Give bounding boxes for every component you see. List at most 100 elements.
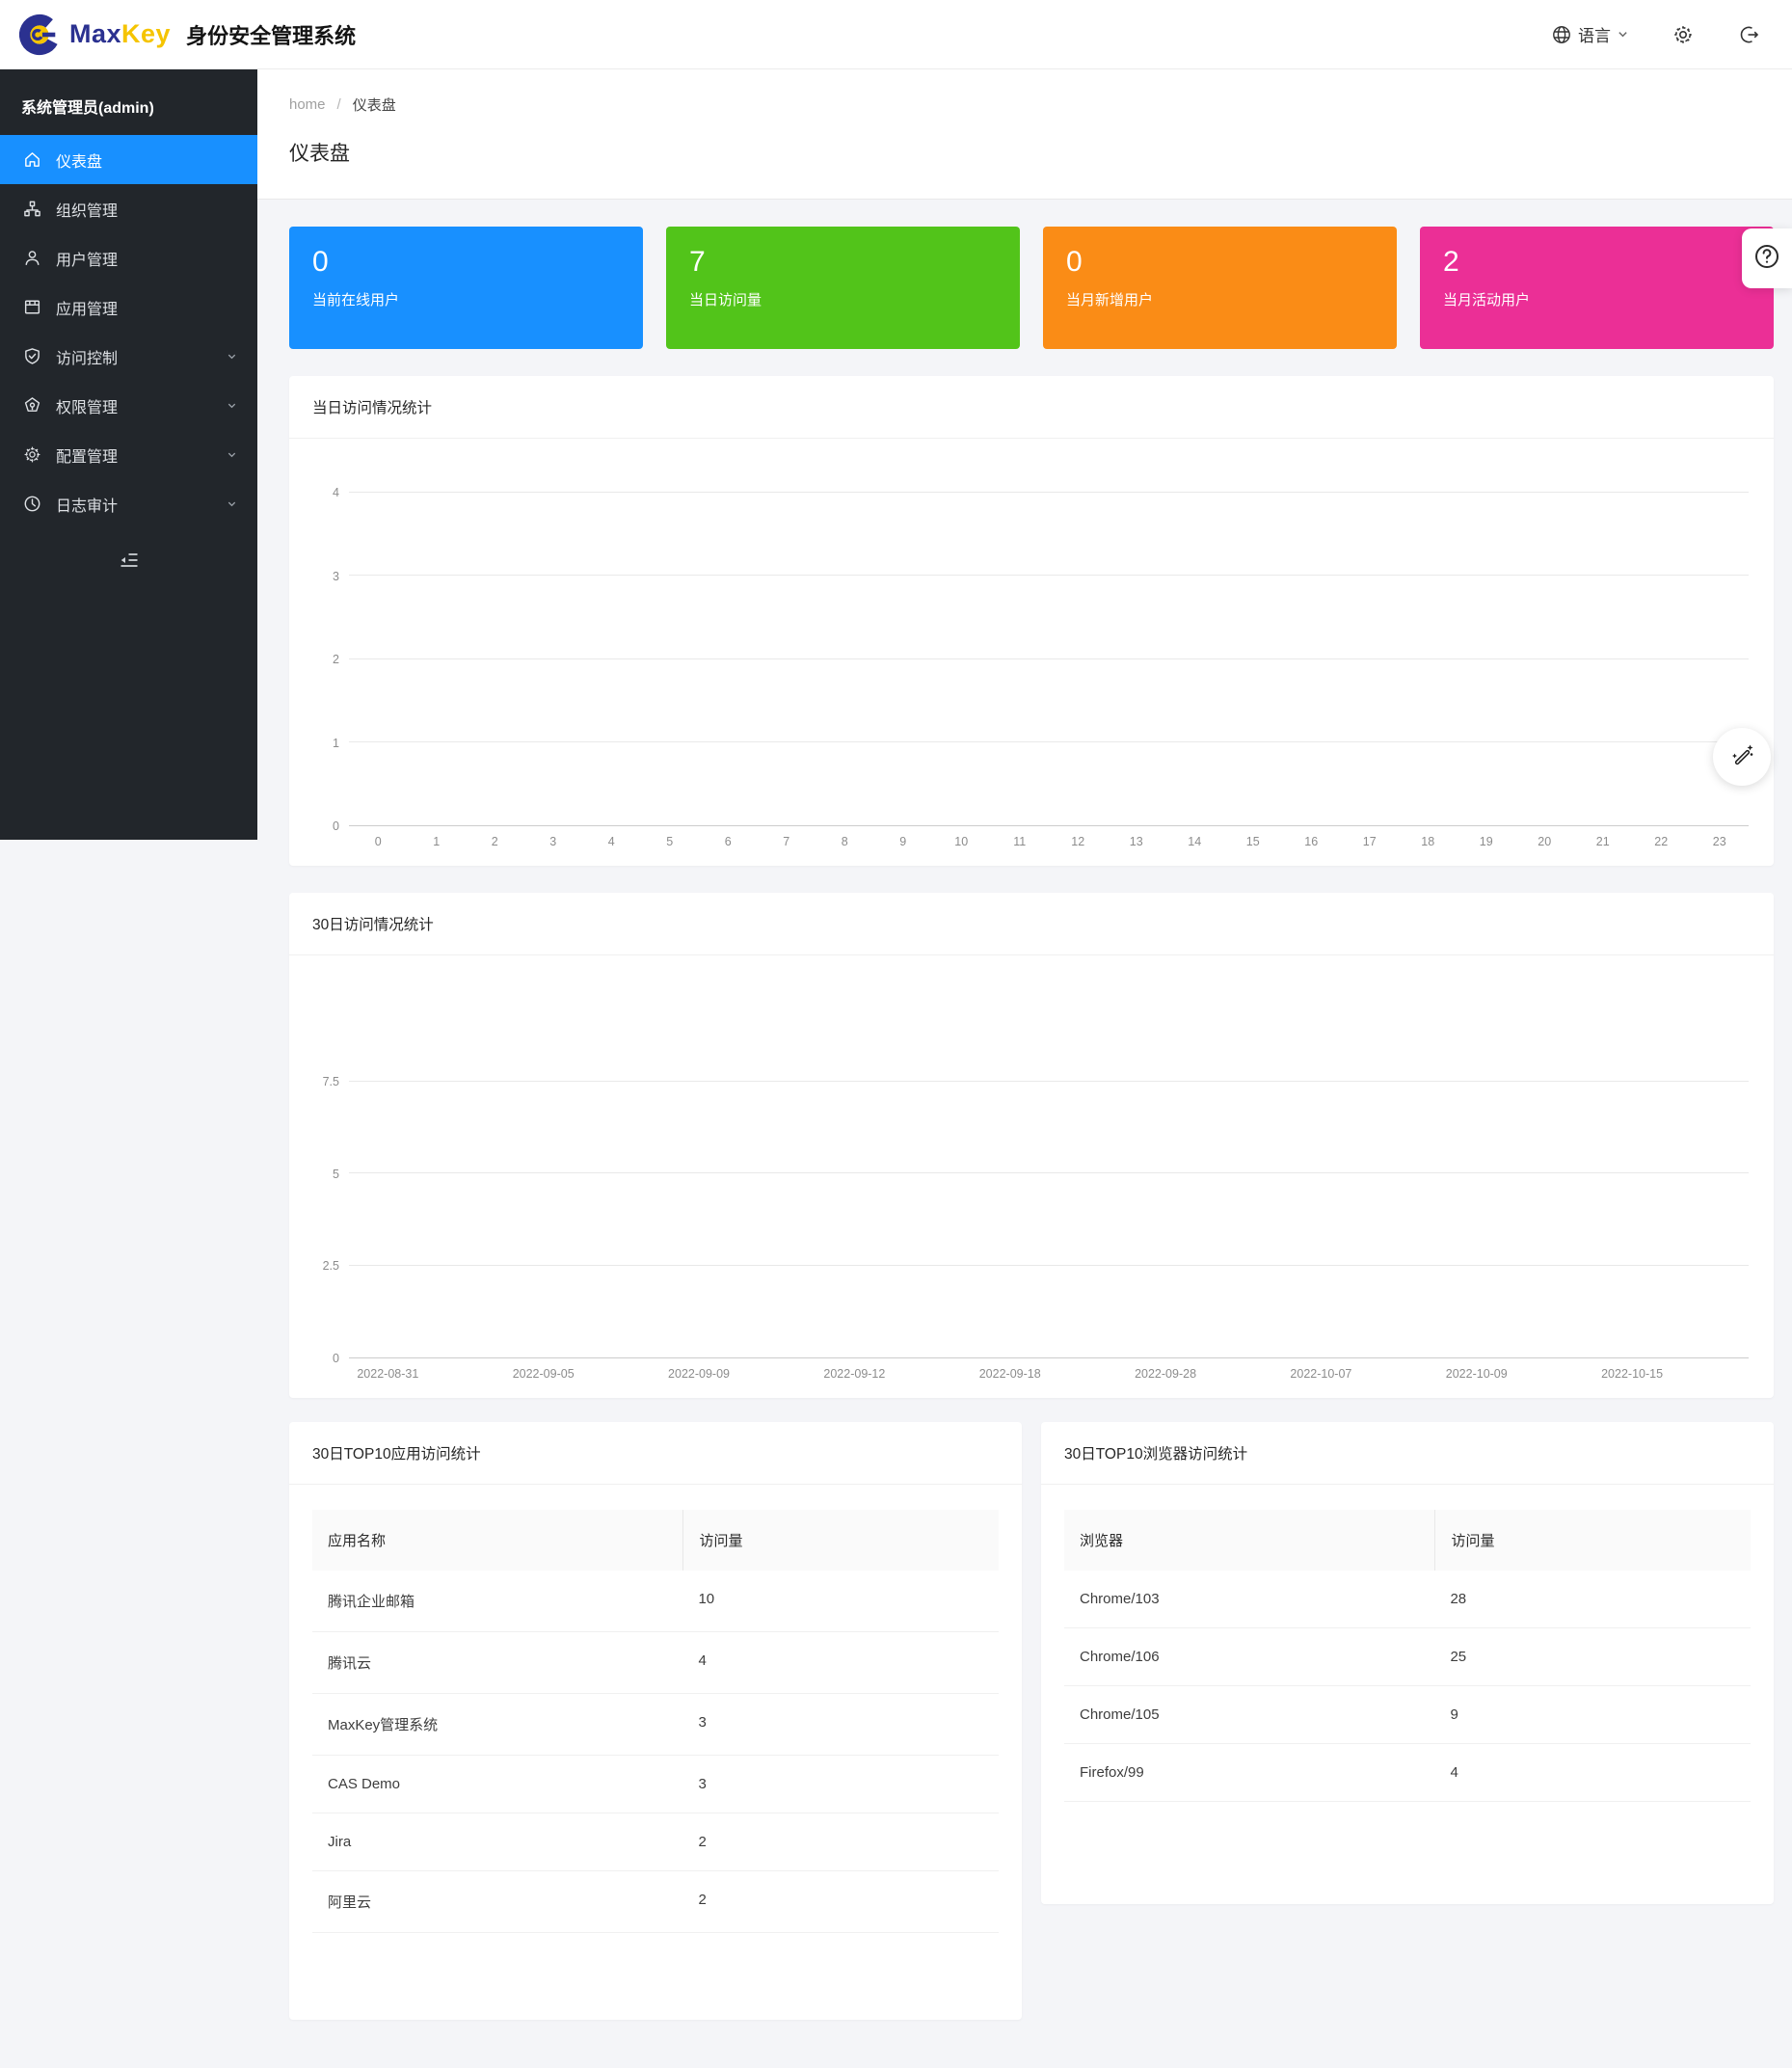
logout-icon: [1738, 24, 1759, 45]
chevron-down-icon: [227, 351, 238, 363]
help-button[interactable]: [1742, 228, 1792, 288]
row-name: 阿里云: [328, 1894, 372, 1911]
x-tick-label: 7: [783, 835, 790, 848]
shield-check-icon: [22, 347, 41, 366]
sidebar-item-4[interactable]: 访问控制: [0, 332, 257, 381]
language-label: 语言: [1578, 27, 1611, 45]
bars: [349, 464, 1749, 825]
x-tick-label: 8: [841, 835, 848, 848]
table-header-row: 应用名称 访问量: [312, 1510, 999, 1571]
sidebar-item-7[interactable]: 日志审计: [0, 479, 257, 528]
gridline: [349, 740, 1749, 742]
menu-fold-icon: [119, 550, 140, 576]
settings-button[interactable]: [1672, 24, 1694, 45]
x-tick-label: 6: [724, 835, 732, 848]
breadcrumb: home / 仪表盘: [289, 94, 1792, 115]
plot-area: [349, 980, 1749, 1358]
gridline: [349, 1264, 1749, 1266]
divider: [289, 954, 1774, 955]
sidebar-user: 系统管理员(admin): [21, 100, 154, 117]
page-body: 0 当前在线用户 7 当日访问量 0 当月新增用户 2 当月活动用户 当日访问情况统计 0 1 2…: [257, 200, 1792, 2020]
top-browsers-table-card: 30日TOP10浏览器访问统计 浏览器 访问量 Chrome/103 28 Chrome…: [1041, 1422, 1774, 1904]
gridline: [349, 1080, 1749, 1082]
x-tick-label: 5: [666, 835, 674, 848]
chart-title: 当日访问情况统计: [312, 400, 433, 416]
logout-button[interactable]: [1738, 24, 1759, 45]
table-row: CAS Demo 3: [312, 1756, 999, 1813]
y-tick-label: 5: [333, 1167, 339, 1181]
today-visits-bar-chart: 0 1 2 3 4 0 1 2 3 4 5 6 7 8 9 10 11 12 13 14 15 16 17 18 19 20 21 2…: [305, 464, 1749, 848]
sidebar-collapse-button[interactable]: [0, 540, 257, 584]
breadcrumb-home[interactable]: home: [289, 96, 326, 113]
row-value: 2: [698, 1892, 707, 1908]
gridline: [349, 658, 1749, 659]
top-header: MaxKey 身份安全管理系统 语言: [0, 0, 1792, 69]
table-row: Chrome/106 25: [1064, 1628, 1751, 1686]
row-value: 2: [698, 1834, 707, 1850]
row-value: 3: [698, 1776, 707, 1792]
row-name: MaxKey管理系统: [328, 1717, 439, 1733]
stat-value: 7: [689, 246, 706, 278]
sidebar-item-label: 日志审计: [56, 497, 119, 515]
divider: [289, 1484, 1022, 1485]
thirty-day-visits-chart-card: 30日访问情况统计 0 2.5 5 7.5 2022-08-31 2022-09-05 20…: [289, 893, 1774, 1398]
stat-value: 0: [1066, 246, 1083, 278]
table-row: 阿里云 2: [312, 1871, 999, 1933]
row-name: Firefox/99: [1080, 1764, 1144, 1781]
y-tick-label: 4: [333, 486, 339, 500]
gridline: [349, 575, 1749, 577]
x-tick-label: 2022-09-12: [823, 1367, 886, 1381]
x-tick-label: 3: [549, 835, 557, 848]
x-tick-label: 23: [1712, 835, 1726, 848]
table-row: Chrome/103 28: [1064, 1571, 1751, 1628]
x-tick-label: 19: [1479, 835, 1493, 848]
brand-name: MaxKey: [69, 19, 172, 48]
x-tick-label: 2022-09-09: [668, 1367, 730, 1381]
table-title: 30日TOP10浏览器访问统计: [1064, 1446, 1248, 1463]
top-browsers-table: 浏览器 访问量 Chrome/103 28 Chrome/106 25 Chrome/105…: [1064, 1510, 1751, 1802]
y-tick-label: 0: [333, 819, 339, 833]
stat-label: 当前在线用户: [312, 291, 400, 309]
row-name: 腾讯云: [328, 1655, 372, 1672]
sidebar-item-1[interactable]: 组织管理: [0, 184, 257, 233]
cluster-icon: [22, 200, 41, 219]
x-tick-label: 2022-10-07: [1290, 1367, 1352, 1381]
stat-label: 当月活动用户: [1443, 291, 1531, 309]
stat-cards: 0 当前在线用户 7 当日访问量 0 当月新增用户 2 当月活动用户: [289, 227, 1774, 349]
x-tick-label: 2022-09-18: [978, 1367, 1041, 1381]
x-tick-label: 17: [1362, 835, 1377, 848]
gear-icon: [22, 445, 41, 465]
table-row: Firefox/99 4: [1064, 1744, 1751, 1802]
x-tick-label: [1515, 1367, 1593, 1381]
x-tick-label: 2022-09-05: [512, 1367, 575, 1381]
row-value: 28: [1450, 1591, 1467, 1607]
sidebar-item-0[interactable]: 仪表盘: [0, 135, 257, 184]
plot-area: [349, 464, 1749, 826]
x-tick-label: [1360, 1367, 1438, 1381]
stat-card-0: 0 当前在线用户: [289, 227, 643, 349]
theme-button[interactable]: [1713, 728, 1771, 786]
stat-label: 当月新增用户: [1066, 291, 1154, 309]
stat-value: 2: [1443, 246, 1459, 278]
x-tick-label: 16: [1304, 835, 1319, 848]
language-menu[interactable]: 语言: [1552, 22, 1628, 46]
sidebar-item-2[interactable]: 用户管理: [0, 233, 257, 282]
row-value: 4: [1450, 1764, 1458, 1781]
x-tick-label: 18: [1421, 835, 1435, 848]
stat-card-2: 0 当月新增用户: [1043, 227, 1397, 349]
stat-value: 0: [312, 246, 329, 278]
page-title: 仪表盘: [289, 143, 350, 165]
table-row: Jira 2: [312, 1813, 999, 1871]
sidebar-item-5[interactable]: 权限管理: [0, 381, 257, 430]
x-tick-label: 11: [1013, 835, 1027, 848]
x-tick-label: 22: [1654, 835, 1669, 848]
y-tick-label: 1: [333, 736, 339, 750]
sidebar-item-3[interactable]: 应用管理: [0, 282, 257, 332]
y-tick-label: 2.5: [322, 1259, 339, 1274]
app-icon: [22, 298, 41, 317]
sidebar-item-6[interactable]: 配置管理: [0, 430, 257, 479]
row-value: 4: [698, 1652, 707, 1669]
chevron-down-icon: [227, 449, 238, 461]
chart-title: 30日访问情况统计: [312, 917, 434, 933]
stat-card-1: 7 当日访问量: [666, 227, 1020, 349]
